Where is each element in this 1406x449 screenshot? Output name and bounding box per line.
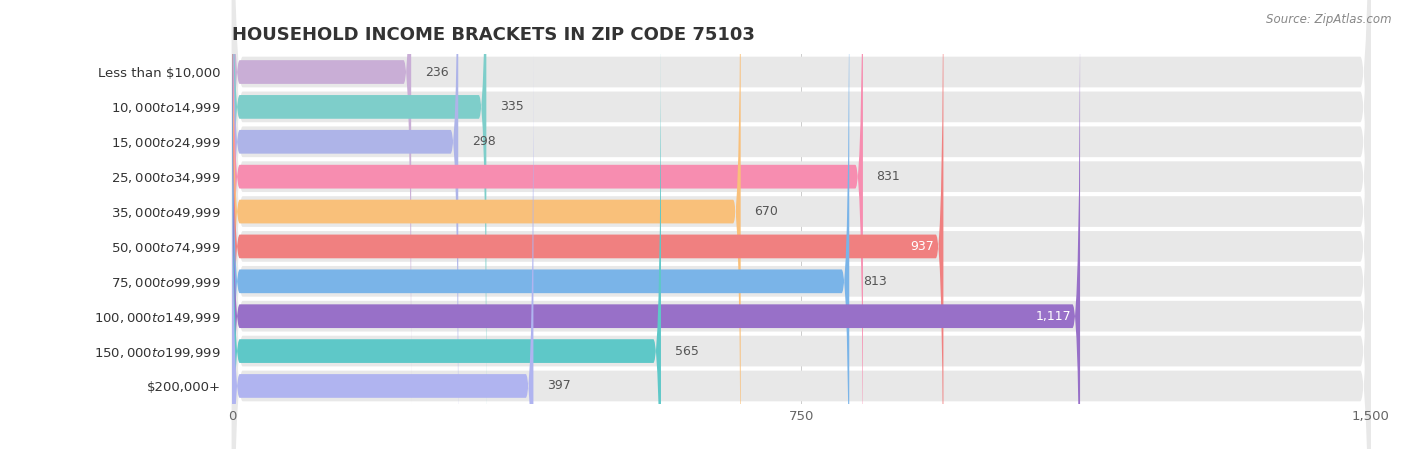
FancyBboxPatch shape <box>232 0 741 449</box>
FancyBboxPatch shape <box>232 0 849 449</box>
Text: 397: 397 <box>547 379 571 392</box>
FancyBboxPatch shape <box>232 0 1371 449</box>
FancyBboxPatch shape <box>232 0 943 449</box>
Text: 236: 236 <box>425 66 449 79</box>
FancyBboxPatch shape <box>232 0 1371 449</box>
FancyBboxPatch shape <box>232 0 486 444</box>
FancyBboxPatch shape <box>232 0 458 449</box>
Text: 813: 813 <box>863 275 887 288</box>
Text: 831: 831 <box>876 170 900 183</box>
Text: 937: 937 <box>911 240 934 253</box>
Text: Source: ZipAtlas.com: Source: ZipAtlas.com <box>1267 13 1392 26</box>
FancyBboxPatch shape <box>232 0 863 449</box>
FancyBboxPatch shape <box>232 14 661 449</box>
Text: 335: 335 <box>501 101 524 114</box>
FancyBboxPatch shape <box>232 0 1371 449</box>
Text: 1,117: 1,117 <box>1035 310 1071 323</box>
FancyBboxPatch shape <box>232 0 1371 449</box>
FancyBboxPatch shape <box>232 0 1371 449</box>
FancyBboxPatch shape <box>232 0 1371 449</box>
FancyBboxPatch shape <box>232 0 1371 449</box>
FancyBboxPatch shape <box>232 49 533 449</box>
FancyBboxPatch shape <box>232 0 1371 449</box>
Text: 670: 670 <box>755 205 779 218</box>
FancyBboxPatch shape <box>232 0 1080 449</box>
FancyBboxPatch shape <box>232 0 1371 449</box>
Text: HOUSEHOLD INCOME BRACKETS IN ZIP CODE 75103: HOUSEHOLD INCOME BRACKETS IN ZIP CODE 75… <box>232 26 755 44</box>
Text: 565: 565 <box>675 344 699 357</box>
FancyBboxPatch shape <box>232 0 411 409</box>
FancyBboxPatch shape <box>232 0 1371 449</box>
Text: 298: 298 <box>472 135 496 148</box>
